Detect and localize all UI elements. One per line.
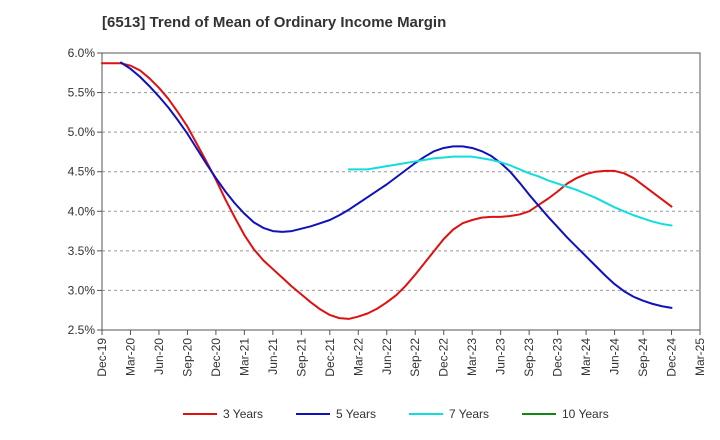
legend-item: 10 Years bbox=[522, 407, 609, 421]
y-tick-label: 3.0% bbox=[68, 283, 96, 297]
x-tick-label: Jun-22 bbox=[380, 338, 394, 375]
plot-frame bbox=[101, 52, 701, 331]
y-tick-label: 5.5% bbox=[68, 86, 96, 100]
legend-label: 5 Years bbox=[336, 407, 376, 421]
legend-item: 5 Years bbox=[296, 407, 376, 421]
x-tick-label: Jun-21 bbox=[266, 338, 280, 375]
x-tick-label: Dec-22 bbox=[437, 338, 451, 377]
y-tick-label: 3.5% bbox=[68, 244, 96, 258]
x-tick-label: Dec-23 bbox=[551, 338, 565, 377]
y-tick-label: 4.5% bbox=[68, 165, 96, 179]
x-tick-label: Dec-20 bbox=[209, 338, 223, 377]
series-line-3-years bbox=[101, 62, 673, 320]
x-tick-label: Sep-24 bbox=[636, 338, 650, 377]
x-tick-label: Dec-24 bbox=[665, 338, 679, 377]
y-tick-label: 6.0% bbox=[68, 46, 96, 60]
legend-label: 7 Years bbox=[449, 407, 489, 421]
x-tick-label: Mar-23 bbox=[465, 338, 479, 376]
series-line-5-years bbox=[119, 61, 673, 309]
x-tick-label: Dec-21 bbox=[323, 338, 337, 377]
x-tick-label: Jun-23 bbox=[494, 338, 508, 375]
legend-item: 3 Years bbox=[183, 407, 263, 421]
series-line-7-years bbox=[347, 155, 673, 227]
x-tick-label: Dec-19 bbox=[95, 338, 109, 377]
x-tick-label: Sep-22 bbox=[408, 338, 422, 377]
chart-title: [6513] Trend of Mean of Ordinary Income … bbox=[102, 14, 447, 31]
x-tick-label: Mar-25 bbox=[693, 338, 707, 376]
legend-label: 10 Years bbox=[562, 407, 609, 421]
x-tick-label: Sep-23 bbox=[522, 338, 536, 377]
legend-label: 3 Years bbox=[223, 407, 263, 421]
x-tick-label: Mar-21 bbox=[237, 338, 251, 376]
legend-item: 7 Years bbox=[409, 407, 489, 421]
y-tick-label: 2.5% bbox=[68, 323, 96, 337]
x-tick-label: Mar-24 bbox=[579, 338, 593, 376]
x-tick-label: Jun-20 bbox=[152, 338, 166, 375]
x-tick-label: Mar-20 bbox=[123, 338, 137, 376]
x-tick-label: Sep-20 bbox=[180, 338, 194, 377]
y-tick-label: 5.0% bbox=[68, 125, 96, 139]
x-tick-label: Mar-22 bbox=[351, 338, 365, 376]
x-tick-label: Sep-21 bbox=[294, 338, 308, 377]
x-tick-label: Jun-24 bbox=[608, 338, 622, 375]
y-tick-label: 4.0% bbox=[68, 204, 96, 218]
